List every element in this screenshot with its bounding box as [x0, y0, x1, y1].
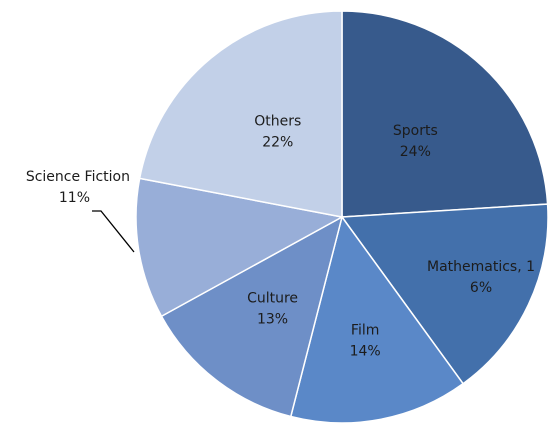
slice-value-film: 14%	[350, 343, 381, 359]
slice-value-science-fiction: 11%	[59, 190, 90, 206]
slice-value-mathematics-1: 6%	[470, 280, 492, 296]
science-fiction-leader-line	[92, 210, 135, 253]
pie-slice-others	[138, 10, 343, 218]
pie-slice-mathematics-1	[340, 203, 549, 385]
slice-value-culture: 13%	[257, 312, 288, 328]
slice-value-sports: 24%	[400, 144, 431, 160]
pie-slice-science-fiction	[135, 177, 345, 318]
slice-label-culture: Culture	[247, 291, 298, 307]
slice-label-sports: Sports	[393, 123, 438, 139]
slice-label-film: Film	[351, 322, 379, 338]
pie-slice-sports	[341, 10, 549, 218]
pie-slice-film	[289, 215, 465, 424]
pie-slice-culture	[160, 215, 344, 418]
slice-label-mathematics-1: Mathematics, 1	[427, 259, 535, 275]
slice-label-others: Others	[254, 114, 301, 130]
slice-value-others: 22%	[262, 135, 293, 151]
slice-label-science-fiction: Science Fiction	[26, 169, 130, 185]
pie-labels: Sports 24% Mathematics, 1 6% Film 14% Culture 1…	[26, 114, 535, 360]
pie-slices	[135, 10, 549, 424]
